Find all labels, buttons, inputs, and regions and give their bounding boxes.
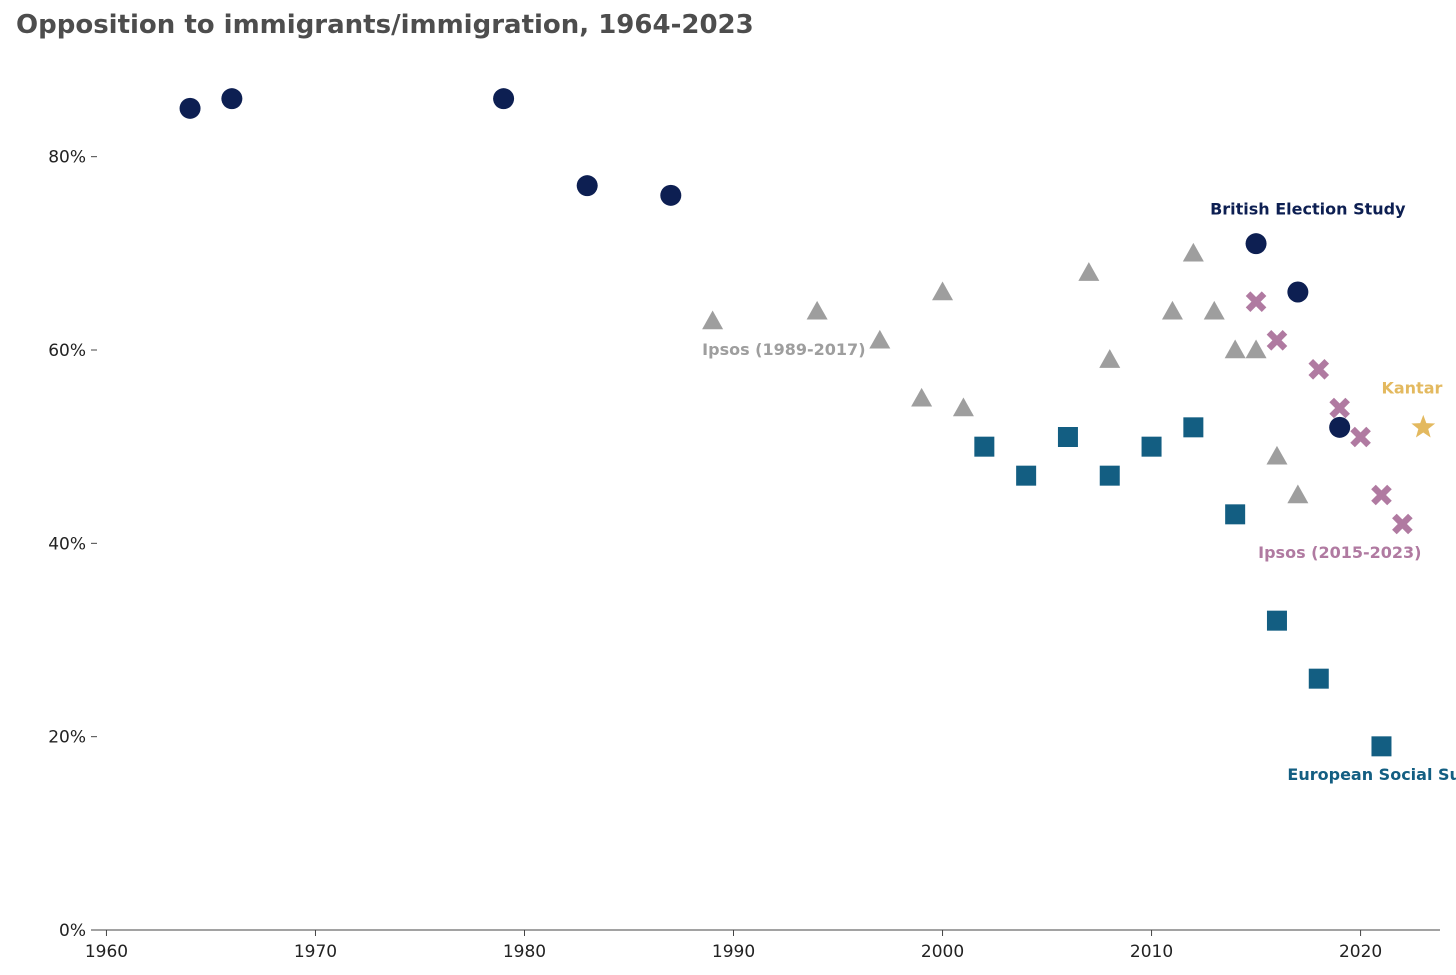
data-point-cross: [1329, 397, 1350, 419]
data-point-triangle: [1161, 300, 1183, 320]
x-tick-label: 1970: [294, 942, 337, 962]
x-tick-label: 1990: [712, 942, 755, 962]
x-tick-label: 2000: [921, 942, 964, 962]
data-point-triangle: [952, 397, 974, 417]
y-tick-label: 0%: [59, 921, 86, 941]
data-point-triangle: [806, 300, 828, 320]
data-point-square: [1141, 436, 1162, 457]
data-point-cross: [1266, 330, 1288, 351]
data-point-triangle: [1224, 339, 1246, 359]
chart-title: Opposition to immigrants/immigration, 19…: [16, 10, 754, 40]
series-label: Kantar: [1381, 379, 1442, 398]
data-point-star: [1411, 414, 1436, 438]
series-label: British Election Study: [1210, 200, 1406, 219]
data-point-triangle: [1266, 445, 1288, 465]
data-point-circle: [660, 184, 682, 206]
data-point-circle: [493, 88, 515, 110]
data-point-circle: [1287, 281, 1309, 303]
x-tick-label: 2010: [1130, 942, 1173, 962]
y-tick-label: 20%: [48, 728, 86, 748]
y-tick-label: 80%: [48, 148, 86, 168]
data-point-triangle: [932, 281, 954, 301]
data-point-cross: [1392, 513, 1413, 535]
data-points: [179, 88, 1436, 757]
data-point-square: [974, 436, 995, 457]
data-point-circle: [576, 175, 598, 197]
data-point-square: [1099, 465, 1120, 486]
data-point-triangle: [1099, 349, 1121, 368]
data-point-square: [1225, 504, 1246, 525]
data-point-circle: [179, 97, 201, 119]
data-point-circle: [221, 88, 243, 110]
data-point-triangle: [869, 329, 891, 349]
data-point-triangle: [1245, 339, 1267, 359]
data-point-triangle: [702, 310, 724, 330]
y-axis: 0% 20% 40% 60% 80%: [48, 148, 97, 941]
data-point-triangle: [911, 387, 933, 407]
data-point-triangle: [1182, 242, 1204, 262]
x-axis: 1960 1970 1980 1990 2000 2010 2020: [85, 929, 1440, 962]
data-point-cross: [1350, 426, 1371, 448]
data-point-circle: [1329, 416, 1351, 438]
x-tick-label: 2020: [1339, 942, 1382, 962]
data-point-cross: [1308, 359, 1330, 380]
series-label: Ipsos (2015-2023): [1258, 543, 1421, 562]
data-point-triangle: [1078, 262, 1100, 281]
series-label: European Social Survey: [1287, 765, 1456, 784]
data-point-square: [1016, 465, 1037, 486]
series-labels: British Election Study Ipsos (1989-2017) E…: [702, 200, 1456, 785]
y-tick-label: 60%: [48, 341, 86, 361]
data-point-triangle: [1203, 300, 1225, 320]
data-point-cross: [1245, 291, 1267, 312]
data-point-cross: [1371, 484, 1392, 506]
x-tick-label: 1980: [503, 942, 546, 962]
data-point-triangle: [1287, 484, 1309, 504]
data-point-square: [1183, 417, 1204, 438]
data-point-square: [1057, 427, 1078, 447]
data-point-square: [1308, 668, 1329, 689]
series-label: Ipsos (1989-2017): [702, 340, 865, 359]
data-point-square: [1371, 736, 1392, 757]
data-point-circle: [1245, 233, 1267, 255]
x-tick-label: 1960: [85, 942, 128, 962]
data-point-square: [1266, 610, 1287, 631]
y-tick-label: 40%: [48, 534, 86, 554]
